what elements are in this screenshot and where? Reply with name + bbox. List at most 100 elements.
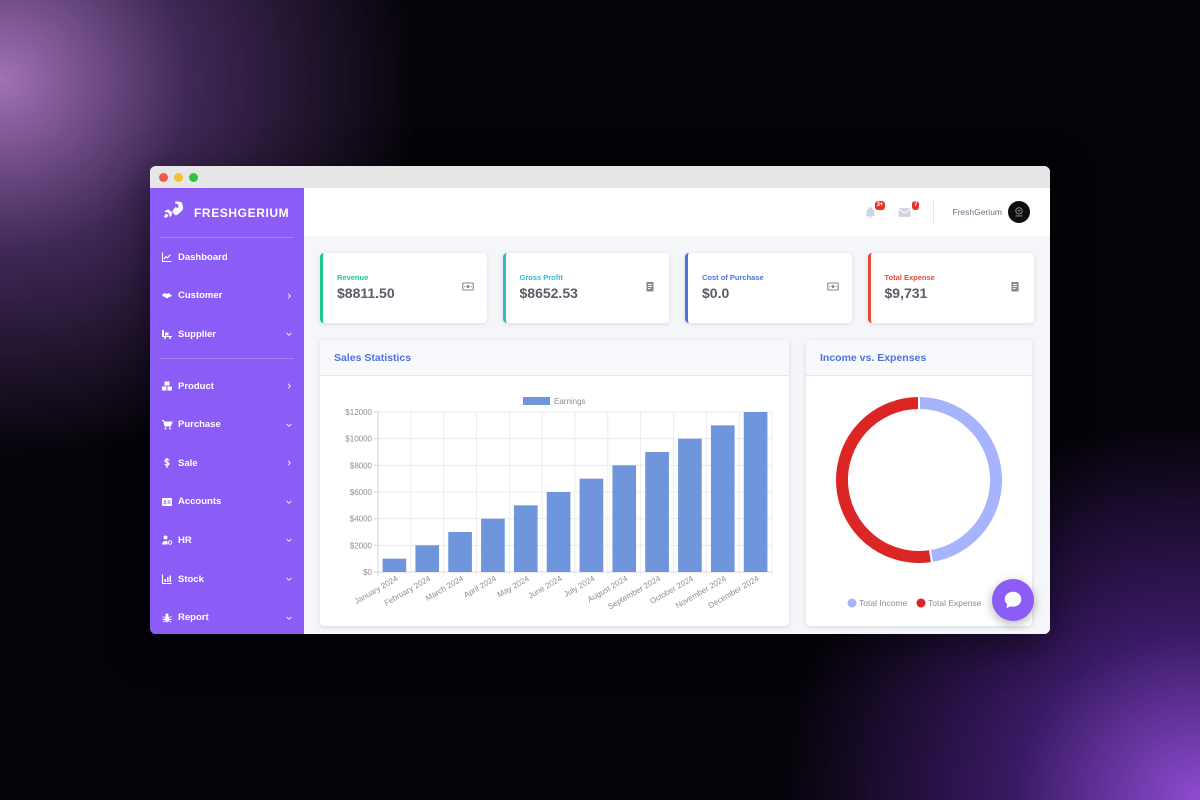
avatar[interactable] bbox=[1008, 201, 1030, 223]
sidebar-nav: Dashboard Customer Supplier Product Purchase… bbox=[150, 238, 304, 634]
sidebar-item-label: Stock bbox=[178, 573, 204, 585]
brand[interactable]: FRESHGERIUM bbox=[150, 188, 304, 237]
chevron-down-icon[interactable] bbox=[284, 613, 294, 623]
sidebar-item-hr[interactable]: HR bbox=[150, 521, 304, 560]
handshake-icon bbox=[161, 290, 173, 302]
avatar-logo-icon bbox=[1015, 207, 1023, 217]
chevron-right-icon[interactable] bbox=[284, 458, 294, 468]
sidebar-item-product[interactable]: Product bbox=[150, 367, 304, 406]
shopping-cart-icon bbox=[161, 419, 173, 431]
main-content: 3+ 7 FreshGerium bbox=[304, 188, 1050, 634]
money-bill-icon bbox=[826, 280, 840, 292]
maximize-window-button[interactable] bbox=[189, 172, 198, 182]
messages-badge: 7 bbox=[912, 201, 920, 210]
legend-item-total-expense[interactable]: Total Expense bbox=[916, 598, 982, 608]
sidebar-item-dashboard[interactable]: Dashboard bbox=[150, 238, 304, 277]
brand-name: FRESHGERIUM bbox=[194, 205, 290, 220]
topbar: 3+ 7 FreshGerium bbox=[304, 188, 1050, 236]
money-bill-icon bbox=[461, 280, 475, 292]
donut-slice-total-income[interactable] bbox=[918, 394, 1004, 565]
donut-slice-total-expense[interactable] bbox=[834, 394, 934, 565]
messages-button[interactable]: 7 bbox=[895, 201, 920, 221]
receipt-icon bbox=[643, 280, 657, 292]
chat-widget-button[interactable] bbox=[992, 579, 1034, 621]
chevron-down-icon[interactable] bbox=[284, 497, 294, 507]
x-tick-label: May 2024 bbox=[496, 574, 531, 600]
chart-area-icon bbox=[161, 251, 173, 263]
sidebar-item-accounts[interactable]: Accounts bbox=[150, 483, 304, 522]
sidebar-item-purchase[interactable]: Purchase bbox=[150, 405, 304, 444]
minimize-window-button[interactable] bbox=[174, 172, 183, 182]
card-cost-of-purchase: Cost of Purchase $0.0 bbox=[685, 253, 852, 323]
bar-may-2024[interactable] bbox=[513, 505, 538, 572]
username[interactable]: FreshGerium bbox=[952, 207, 1002, 217]
y-tick-label: $2000 bbox=[350, 541, 373, 550]
bar-october-2024[interactable] bbox=[678, 438, 702, 572]
card-label: Total Expense bbox=[884, 273, 935, 282]
x-tick-label: March 2024 bbox=[424, 574, 466, 603]
truck-loading-icon bbox=[161, 328, 173, 340]
envelope-icon bbox=[898, 207, 911, 217]
sidebar-item-label: Dashboard bbox=[178, 251, 228, 263]
chevron-down-icon[interactable] bbox=[284, 420, 294, 430]
legend-label: Total Expense bbox=[928, 598, 982, 608]
legend-swatch-earnings bbox=[523, 397, 550, 405]
x-tick-label: April 2024 bbox=[462, 574, 498, 600]
id-card-icon bbox=[161, 496, 173, 508]
bar-september-2024[interactable] bbox=[645, 452, 669, 572]
card-gross-profit: Gross Profit $8652.53 bbox=[502, 253, 669, 323]
bar-april-2024[interactable] bbox=[481, 518, 505, 572]
chevron-right-icon[interactable] bbox=[284, 381, 294, 391]
app-window: FRESHGERIUM Dashboard Customer Supplier Pro… bbox=[150, 166, 1050, 634]
x-tick-label: June 2024 bbox=[527, 574, 564, 601]
bar-july-2024[interactable] bbox=[579, 478, 604, 572]
close-window-button[interactable] bbox=[159, 172, 168, 182]
sidebar-item-sale[interactable]: Sale bbox=[150, 444, 304, 483]
sidebar-item-report[interactable]: Report bbox=[150, 598, 304, 634]
dollar-icon bbox=[161, 457, 173, 469]
legend-item-total-income[interactable]: Total Income bbox=[847, 598, 908, 608]
bar-november-2024[interactable] bbox=[710, 425, 735, 572]
sidebar-item-customer[interactable]: Customer bbox=[150, 277, 304, 316]
chart-bar-icon bbox=[161, 573, 173, 585]
card-revenue: Revenue $8811.50 bbox=[320, 253, 487, 323]
card-total-expense: Total Expense $9,731 bbox=[867, 253, 1034, 323]
alerts-button[interactable]: 3+ bbox=[861, 201, 886, 221]
legend-label-earnings: Earnings bbox=[554, 397, 586, 406]
card-value: $9,731 bbox=[884, 285, 928, 301]
bar-february-2024[interactable] bbox=[415, 545, 440, 572]
bell-icon bbox=[865, 206, 876, 218]
sidebar-item-stock[interactable]: Stock bbox=[150, 560, 304, 599]
chart-legend[interactable]: Earnings bbox=[523, 397, 586, 406]
legend-dot bbox=[916, 598, 926, 608]
income-panel-title: Income vs. Expenses bbox=[806, 340, 1032, 376]
sidebar-item-label: Report bbox=[178, 612, 209, 624]
legend-dot bbox=[847, 598, 857, 608]
rocket-icon bbox=[162, 199, 184, 226]
receipt-icon bbox=[1008, 280, 1022, 292]
donut-legend: Total Income Total Expense bbox=[847, 598, 982, 608]
y-tick-label: $8000 bbox=[350, 461, 373, 470]
card-value: $0.0 bbox=[702, 285, 730, 301]
bar-august-2024[interactable] bbox=[612, 465, 637, 572]
bar-december-2024[interactable] bbox=[743, 412, 768, 572]
topbar-divider bbox=[933, 199, 935, 225]
bar-june-2024[interactable] bbox=[546, 492, 571, 572]
chevron-down-icon[interactable] bbox=[284, 535, 294, 545]
card-value: $8811.50 bbox=[337, 285, 395, 301]
sidebar-item-label: Supplier bbox=[178, 328, 217, 340]
chevron-down-icon[interactable] bbox=[284, 329, 294, 339]
y-tick-label: $10000 bbox=[345, 435, 372, 444]
card-value: $8652.53 bbox=[519, 285, 578, 301]
bar-march-2024[interactable] bbox=[448, 532, 472, 572]
bar-january-2024[interactable] bbox=[382, 558, 407, 572]
boxes-icon bbox=[161, 380, 173, 392]
sales-statistics-panel: Sales Statistics Earnings $0 $2000 $4000 $60… bbox=[320, 340, 789, 626]
income-donut-chart: Total Income Total Expense bbox=[834, 394, 1004, 608]
window-titlebar bbox=[150, 166, 1050, 188]
sidebar-item-label: Purchase bbox=[178, 419, 221, 431]
chevron-down-icon[interactable] bbox=[284, 574, 294, 584]
chevron-right-icon[interactable] bbox=[284, 291, 294, 301]
sidebar-item-supplier[interactable]: Supplier bbox=[150, 315, 304, 354]
sales-panel-title: Sales Statistics bbox=[320, 340, 789, 376]
